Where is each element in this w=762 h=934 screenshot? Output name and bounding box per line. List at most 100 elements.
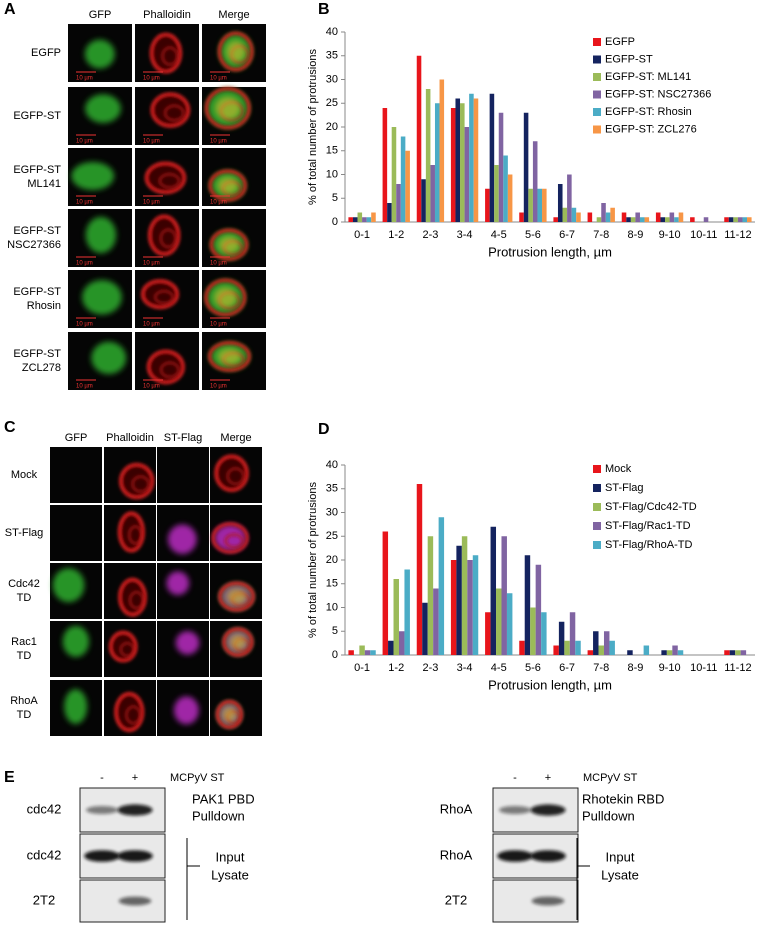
- gfp-signal: [71, 161, 115, 191]
- bar: [425, 89, 431, 222]
- legend-swatch: [593, 541, 601, 549]
- scale-label: 10 µm: [76, 261, 93, 267]
- overlap-signal: [215, 96, 241, 120]
- row-label: TD: [17, 709, 32, 721]
- y-tick-label: 30: [326, 73, 338, 85]
- bar: [434, 103, 440, 222]
- bar: [469, 93, 474, 222]
- treatment-label: MCPyV ST: [170, 772, 225, 784]
- bar: [643, 645, 650, 655]
- x-tick-label: 2-3: [422, 229, 438, 241]
- bar: [655, 212, 661, 222]
- x-tick-label: 3-4: [457, 229, 473, 241]
- x-axis-title: Protrusion length, µm: [488, 244, 612, 259]
- bar: [728, 217, 734, 222]
- legend-swatch: [593, 38, 601, 46]
- bar: [571, 207, 577, 222]
- scale-label: 10 µm: [210, 76, 227, 82]
- legend-swatch: [593, 125, 601, 134]
- bar: [735, 650, 741, 655]
- row-label: ZCL278: [22, 362, 61, 374]
- bar: [674, 217, 679, 222]
- blot-band: [117, 804, 153, 816]
- bar: [472, 555, 479, 655]
- gfp-signal: [85, 216, 117, 254]
- y-tick-label: 5: [332, 192, 338, 204]
- bar: [496, 588, 502, 655]
- bar: [498, 112, 504, 222]
- bar: [519, 640, 525, 655]
- bar: [665, 217, 670, 222]
- overlap-signal: [225, 40, 246, 63]
- blot-label: RhoA: [440, 801, 473, 816]
- overlap-signal: [222, 706, 237, 723]
- bar: [530, 607, 536, 655]
- blot-label: 2T2: [33, 892, 55, 907]
- bar: [485, 188, 490, 222]
- overlap-signal: [217, 348, 242, 365]
- bar: [460, 103, 465, 222]
- flag-signal: [166, 571, 190, 596]
- x-tick-label: 8-9: [627, 662, 643, 674]
- actin-signal: [154, 290, 174, 305]
- bar: [724, 217, 729, 222]
- x-tick-label: 8-9: [627, 229, 643, 241]
- bar: [677, 650, 684, 655]
- bar: [388, 640, 394, 655]
- bar: [627, 650, 633, 655]
- actin-signal: [215, 700, 243, 729]
- bar: [405, 150, 410, 222]
- row-label: RhoA: [10, 695, 38, 707]
- x-tick-label: 3-4: [457, 662, 473, 674]
- scale-label: 10 µm: [76, 200, 93, 206]
- lane-label: -: [100, 772, 104, 784]
- scale-label: 10 µm: [210, 322, 227, 328]
- x-tick-label: 9-10: [659, 229, 681, 241]
- bar: [609, 640, 615, 655]
- legend-label: EGFP-ST: ZCL276: [605, 123, 697, 135]
- row-label: EGFP-ST: [13, 286, 61, 298]
- blot-label: RhoA: [440, 847, 473, 862]
- bar: [485, 612, 491, 655]
- bar: [366, 217, 372, 222]
- bar: [644, 217, 650, 222]
- bar: [382, 108, 388, 222]
- overlap-signal: [229, 634, 247, 650]
- panel-label: E: [4, 769, 15, 786]
- legend-label: EGFP-ST: Rhosin: [605, 106, 692, 118]
- panel-label: D: [318, 421, 330, 438]
- actin-signal: [218, 581, 255, 612]
- actin-signal: [226, 467, 245, 485]
- panel-label: B: [318, 1, 330, 18]
- bar: [537, 188, 543, 222]
- scale-label: 10 µm: [143, 200, 160, 206]
- bar: [524, 555, 531, 655]
- bar: [503, 155, 508, 222]
- legend-label: EGFP: [605, 36, 635, 48]
- bar: [348, 650, 354, 655]
- overlap-signal: [217, 176, 239, 195]
- actin-signal: [128, 525, 143, 545]
- bar: [422, 602, 428, 655]
- legend-swatch: [593, 465, 601, 473]
- scale-label: 10 µm: [210, 139, 227, 145]
- bar: [610, 207, 615, 222]
- bar: [461, 536, 468, 655]
- bar: [416, 55, 422, 222]
- x-tick-label: 7-8: [593, 662, 609, 674]
- bar: [587, 212, 593, 222]
- x-tick-label: 10-11: [690, 662, 717, 674]
- x-tick-label: 5-6: [525, 662, 541, 674]
- bar: [729, 650, 736, 655]
- overlap-signal: [218, 236, 240, 254]
- bar: [733, 217, 738, 222]
- overlap-signal: [226, 588, 247, 605]
- bar: [467, 560, 473, 655]
- row-label: Mock: [11, 469, 38, 481]
- y-tick-label: 0: [332, 649, 338, 661]
- row-label: NSC27366: [7, 239, 61, 251]
- bar: [507, 174, 513, 222]
- bar: [357, 212, 363, 222]
- row-label: ML141: [27, 178, 61, 190]
